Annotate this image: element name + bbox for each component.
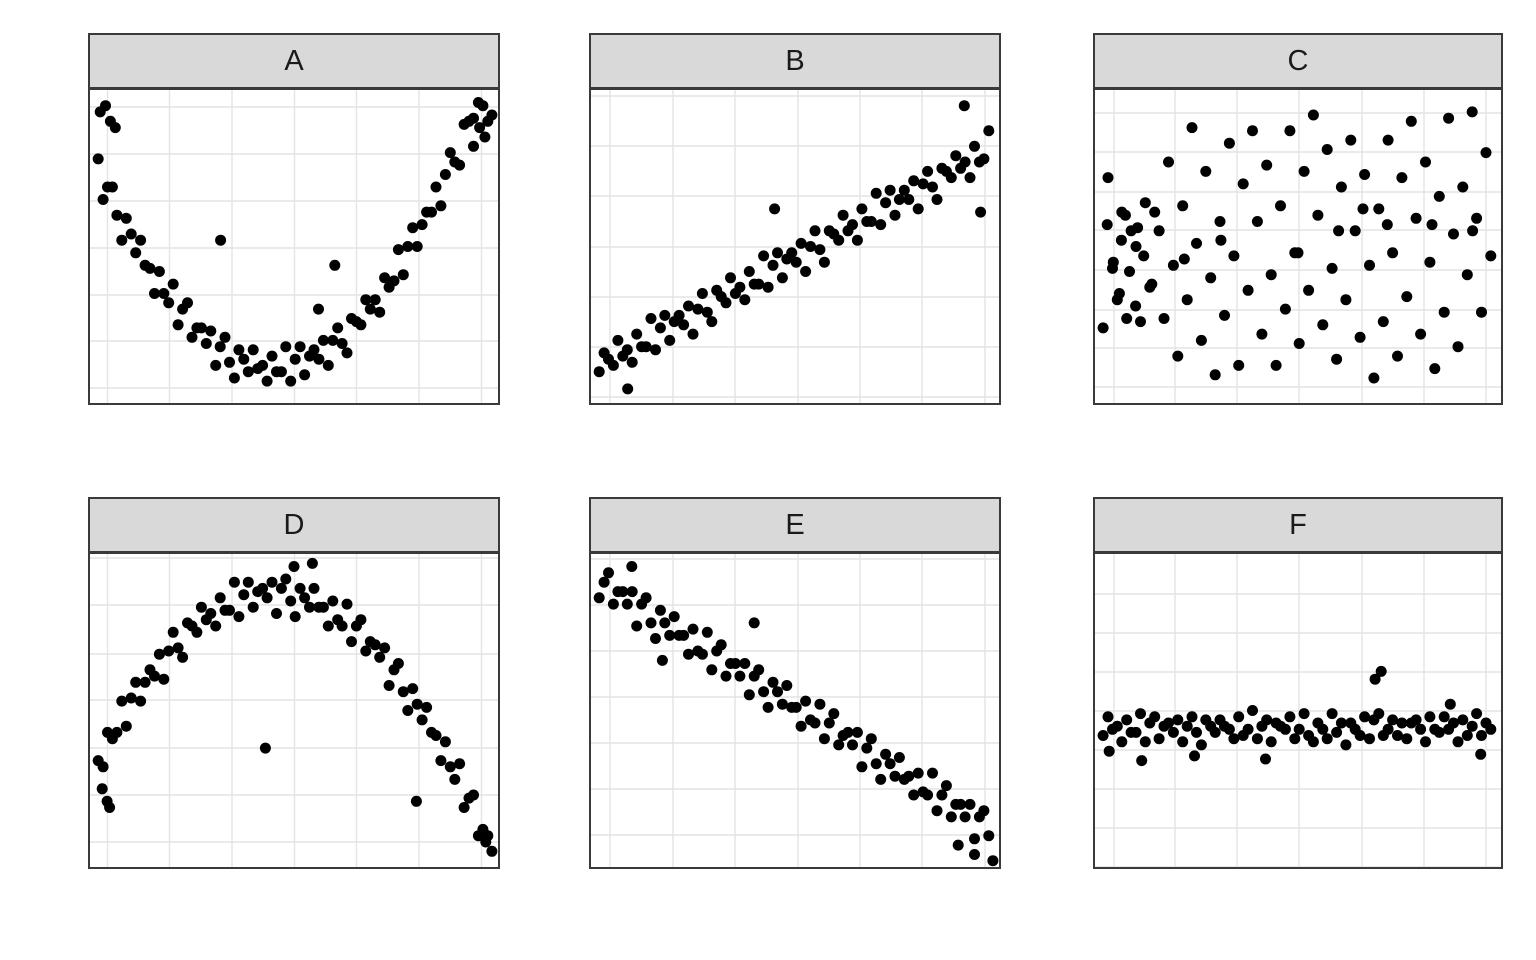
scatter-panel	[589, 554, 1001, 869]
facet-e: E	[589, 497, 1001, 869]
facet-strip: F	[1093, 497, 1503, 554]
gridlines	[591, 90, 999, 403]
scatter-plot	[1095, 90, 1501, 403]
data-points	[593, 561, 999, 867]
scatter-plot	[90, 554, 498, 867]
scatter-panel	[88, 554, 500, 869]
facet-strip: B	[589, 33, 1001, 90]
scatter-plot	[1095, 554, 1501, 867]
facet-label: E	[785, 508, 805, 541]
facet-strip: A	[88, 33, 500, 90]
facet-label: F	[1289, 508, 1307, 541]
facet-label: B	[785, 44, 805, 77]
facet-a: A	[88, 33, 500, 405]
facet-label: A	[284, 44, 304, 77]
data-points	[1097, 106, 1497, 384]
scatter-panel	[1093, 90, 1503, 405]
scatter-panel	[589, 90, 1001, 405]
facet-strip: D	[88, 497, 500, 554]
facet-b: B	[589, 33, 1001, 405]
gridlines	[1095, 554, 1501, 867]
scatter-panel	[88, 90, 500, 405]
scatter-plot	[90, 90, 498, 403]
data-points	[1097, 665, 1497, 767]
data-points	[593, 100, 995, 395]
data-points	[92, 557, 498, 857]
facet-label: C	[1287, 44, 1309, 77]
scatter-plot	[591, 90, 999, 403]
facet-label: D	[283, 508, 305, 541]
gridlines	[1095, 90, 1501, 403]
facet-strip: E	[589, 497, 1001, 554]
facet-c: C	[1093, 33, 1503, 405]
facet-strip: C	[1093, 33, 1503, 90]
facet-d: D	[88, 497, 500, 869]
scatter-plot	[591, 554, 999, 867]
scatter-panel	[1093, 554, 1503, 869]
data-points	[92, 97, 498, 387]
facet-f: F	[1093, 497, 1503, 869]
gridlines	[90, 554, 498, 867]
